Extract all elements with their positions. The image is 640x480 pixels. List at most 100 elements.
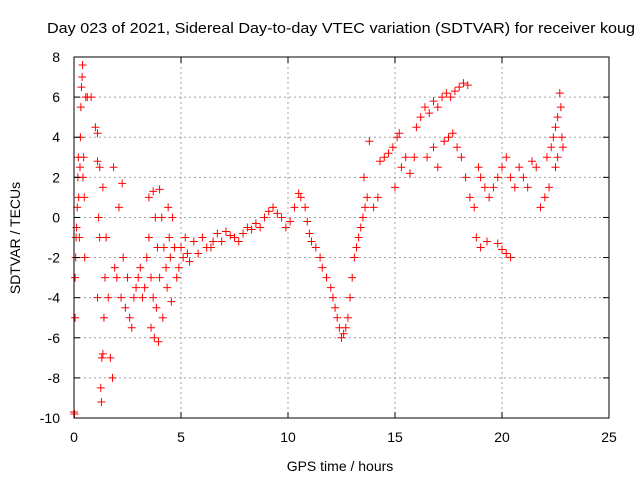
x-axis-label: GPS time / hours bbox=[287, 458, 394, 474]
data-point bbox=[339, 329, 348, 338]
data-point bbox=[316, 253, 325, 262]
data-point bbox=[376, 157, 385, 166]
data-point bbox=[132, 283, 141, 292]
data-point bbox=[369, 203, 378, 212]
data-point bbox=[80, 193, 89, 202]
data-point bbox=[164, 203, 173, 212]
y-tick-label: 0 bbox=[52, 209, 60, 225]
data-point bbox=[341, 323, 350, 332]
data-point bbox=[149, 293, 158, 302]
data-point bbox=[545, 183, 554, 192]
data-point bbox=[515, 163, 524, 172]
data-point bbox=[433, 103, 442, 112]
data-point bbox=[230, 233, 239, 242]
data-point bbox=[318, 263, 327, 272]
data-point bbox=[234, 237, 243, 246]
data-point bbox=[189, 237, 198, 246]
data-point bbox=[527, 157, 536, 166]
data-point bbox=[395, 129, 404, 138]
data-point bbox=[286, 217, 295, 226]
data-point bbox=[97, 397, 106, 406]
data-point bbox=[150, 333, 159, 342]
data-point bbox=[125, 313, 134, 322]
y-tick-label: 4 bbox=[52, 129, 60, 145]
data-point bbox=[226, 231, 235, 240]
data-point bbox=[154, 337, 163, 346]
data-point bbox=[118, 179, 127, 188]
data-point bbox=[540, 193, 549, 202]
x-axis-ticks: 0 5 10 15 20 25 bbox=[70, 57, 617, 445]
x-tick-label: 0 bbox=[70, 429, 78, 445]
y-tick-label: 2 bbox=[52, 169, 60, 185]
data-point bbox=[114, 203, 123, 212]
data-point bbox=[555, 89, 564, 98]
data-point bbox=[168, 213, 177, 222]
data-point bbox=[483, 237, 492, 246]
data-point bbox=[75, 163, 84, 172]
y-tick-label: -10 bbox=[40, 410, 60, 426]
data-point bbox=[420, 103, 429, 112]
data-point bbox=[243, 223, 252, 232]
data-point bbox=[273, 209, 282, 218]
y-tick-label: -2 bbox=[48, 250, 61, 266]
data-point bbox=[264, 207, 273, 216]
data-point bbox=[277, 213, 286, 222]
data-point bbox=[166, 253, 175, 262]
data-point bbox=[556, 103, 565, 112]
data-point bbox=[127, 323, 136, 332]
data-point bbox=[405, 169, 414, 178]
data-point bbox=[429, 97, 438, 106]
data-point bbox=[149, 187, 158, 196]
data-point bbox=[140, 283, 149, 292]
data-point bbox=[440, 137, 449, 146]
data-point bbox=[147, 323, 156, 332]
data-point bbox=[144, 233, 153, 242]
y-tick-label: 8 bbox=[52, 49, 60, 65]
y-tick-label: -4 bbox=[48, 290, 61, 306]
data-point bbox=[356, 223, 365, 232]
data-point bbox=[380, 153, 389, 162]
data-point bbox=[331, 303, 340, 312]
data-point bbox=[98, 349, 107, 358]
data-point bbox=[97, 353, 106, 362]
data-point bbox=[397, 163, 406, 172]
data-point bbox=[167, 297, 176, 306]
data-point bbox=[493, 239, 502, 248]
data-point bbox=[78, 61, 87, 70]
data-point bbox=[104, 293, 113, 302]
data-point bbox=[438, 93, 447, 102]
data-point bbox=[358, 213, 367, 222]
data-point bbox=[416, 113, 425, 122]
data-point bbox=[542, 153, 551, 162]
data-point bbox=[506, 253, 515, 262]
data-point bbox=[206, 243, 215, 252]
y-axis-ticks: -10 -8 -6 -4 -2 0 2 4 6 8 bbox=[40, 49, 609, 426]
data-point bbox=[532, 163, 541, 172]
data-point bbox=[296, 193, 305, 202]
data-point bbox=[301, 203, 310, 212]
data-point bbox=[87, 93, 96, 102]
data-point bbox=[476, 243, 485, 252]
data-point bbox=[557, 133, 566, 142]
data-point bbox=[76, 103, 85, 112]
data-point bbox=[303, 217, 312, 226]
data-point bbox=[465, 193, 474, 202]
data-point bbox=[551, 163, 560, 172]
data-point bbox=[470, 203, 479, 212]
data-point bbox=[547, 143, 556, 152]
data-point bbox=[112, 273, 121, 282]
data-point bbox=[281, 223, 290, 232]
data-point bbox=[91, 123, 100, 132]
data-point bbox=[480, 183, 489, 192]
data-point bbox=[80, 253, 89, 262]
data-point bbox=[352, 243, 361, 252]
data-point bbox=[108, 373, 117, 382]
data-point bbox=[493, 173, 502, 182]
data-point bbox=[181, 233, 190, 242]
data-point bbox=[98, 183, 107, 192]
data-point bbox=[506, 173, 515, 182]
data-point bbox=[359, 173, 368, 182]
data-point bbox=[142, 253, 151, 262]
data-point bbox=[553, 153, 562, 162]
data-point bbox=[77, 83, 86, 92]
